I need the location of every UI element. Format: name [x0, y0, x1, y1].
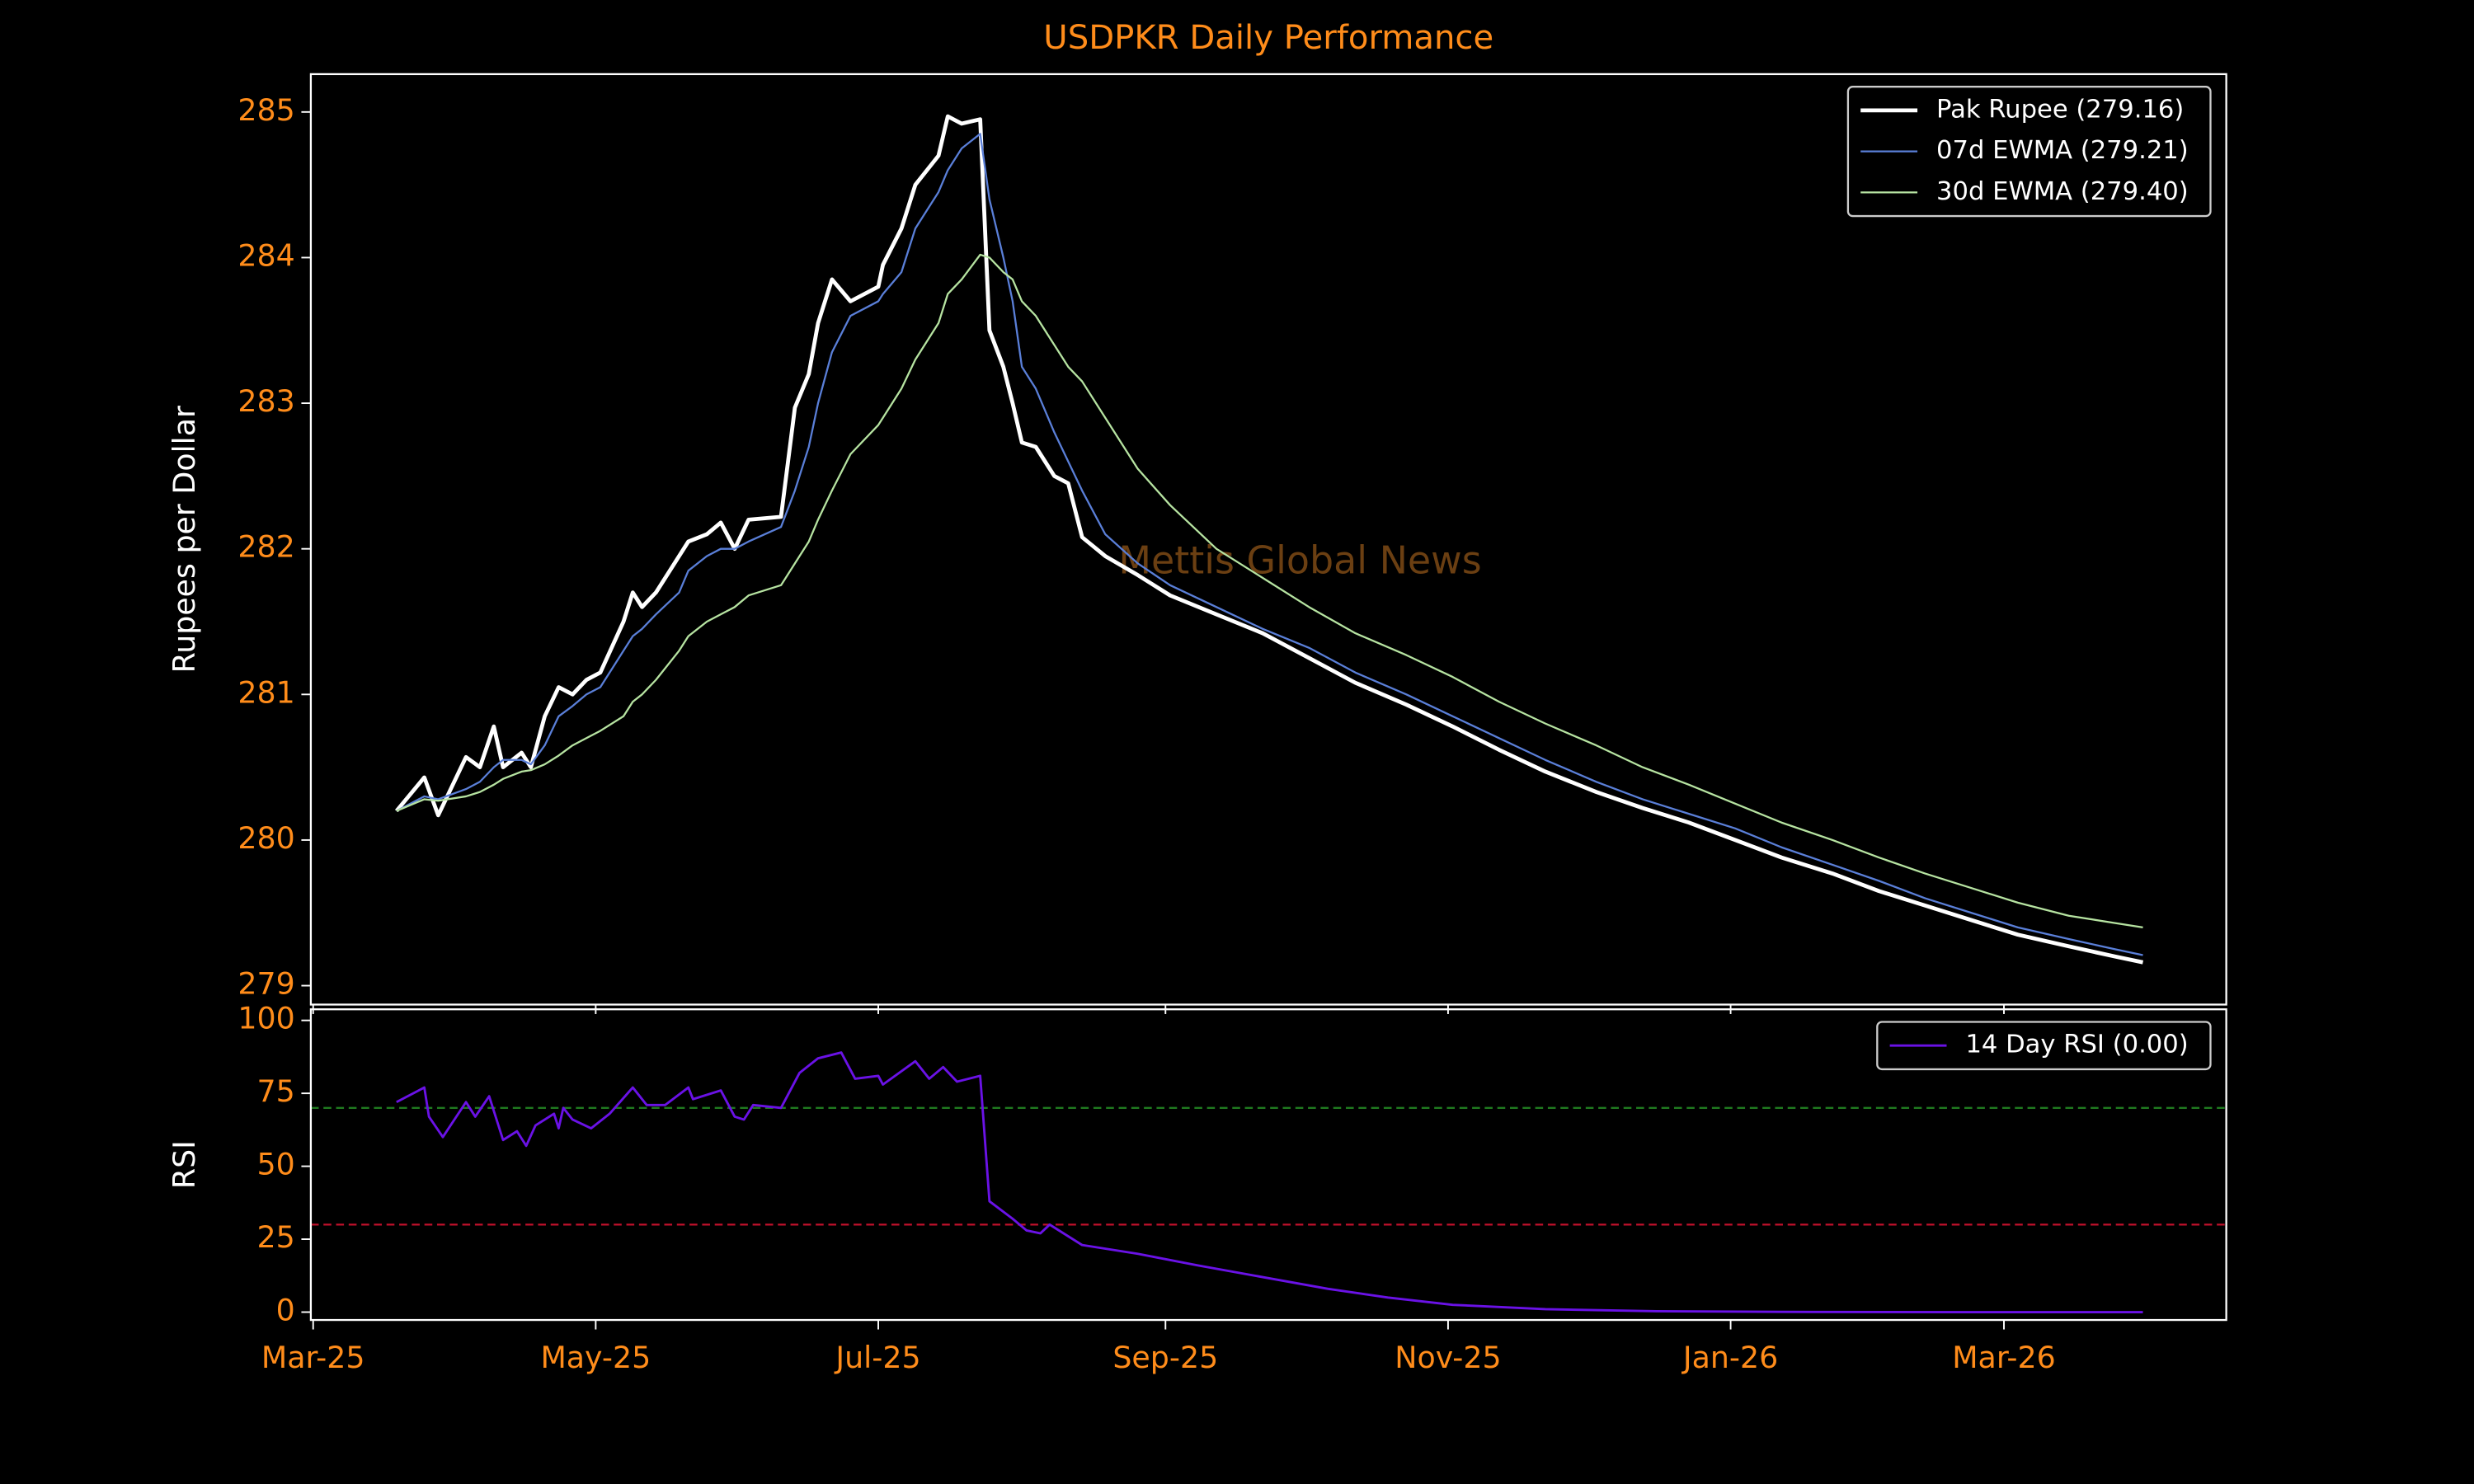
- plot-frame: [309, 73, 2227, 1006]
- legend-box: [1876, 1021, 2212, 1071]
- series-line: [396, 133, 2143, 956]
- y-tick-label: 50: [257, 1147, 295, 1182]
- x-tick-label: Mar-26: [1952, 1340, 2056, 1375]
- chart-title: USDPKR Daily Performance: [1043, 19, 1493, 57]
- x-tick-label: May-25: [540, 1340, 651, 1375]
- y-tick-label: 285: [238, 92, 294, 128]
- y-tick-label: 284: [238, 237, 294, 273]
- y-tick-label: 0: [276, 1293, 295, 1328]
- y-tick-label: 100: [238, 1001, 294, 1036]
- y-tick-label: 75: [257, 1073, 295, 1109]
- legend-label: 30d EWMA (279.40): [1936, 177, 2189, 206]
- watermark: Mettis Global News: [1118, 538, 1481, 582]
- legend-box: [1846, 86, 2212, 218]
- series-line: [394, 114, 2143, 965]
- x-tick-label: Jan-26: [1681, 1340, 1778, 1375]
- y-axis-label: Rupees per Dollar: [167, 406, 202, 673]
- y-tick-label: 279: [238, 966, 294, 1002]
- y-tick-label: 25: [257, 1219, 295, 1255]
- x-tick-label: Jul-25: [834, 1340, 920, 1375]
- legend-label: 07d EWMA (279.21): [1936, 136, 2189, 165]
- y-axis-label: RSI: [167, 1140, 202, 1189]
- x-tick-label: Mar-25: [261, 1340, 365, 1375]
- series-line: [396, 1051, 2143, 1313]
- series-line: [396, 253, 2143, 929]
- legend: 14 Day RSI (0.00): [1876, 1021, 2212, 1071]
- plot-frame: [309, 1008, 2227, 1322]
- y-tick-label: 283: [238, 383, 294, 419]
- x-tick-label: Sep-25: [1112, 1340, 1218, 1375]
- x-tick-label: Nov-25: [1395, 1340, 1501, 1375]
- y-tick-label: 281: [238, 674, 294, 710]
- legend-label: 14 Day RSI (0.00): [1965, 1031, 2188, 1059]
- legend: Pak Rupee (279.16) 07d EWMA (279.21) 30d E…: [1846, 86, 2212, 218]
- y-tick-label: 282: [238, 529, 294, 565]
- y-tick-label: 280: [238, 820, 294, 856]
- legend-label: Pak Rupee (279.16): [1936, 95, 2184, 124]
